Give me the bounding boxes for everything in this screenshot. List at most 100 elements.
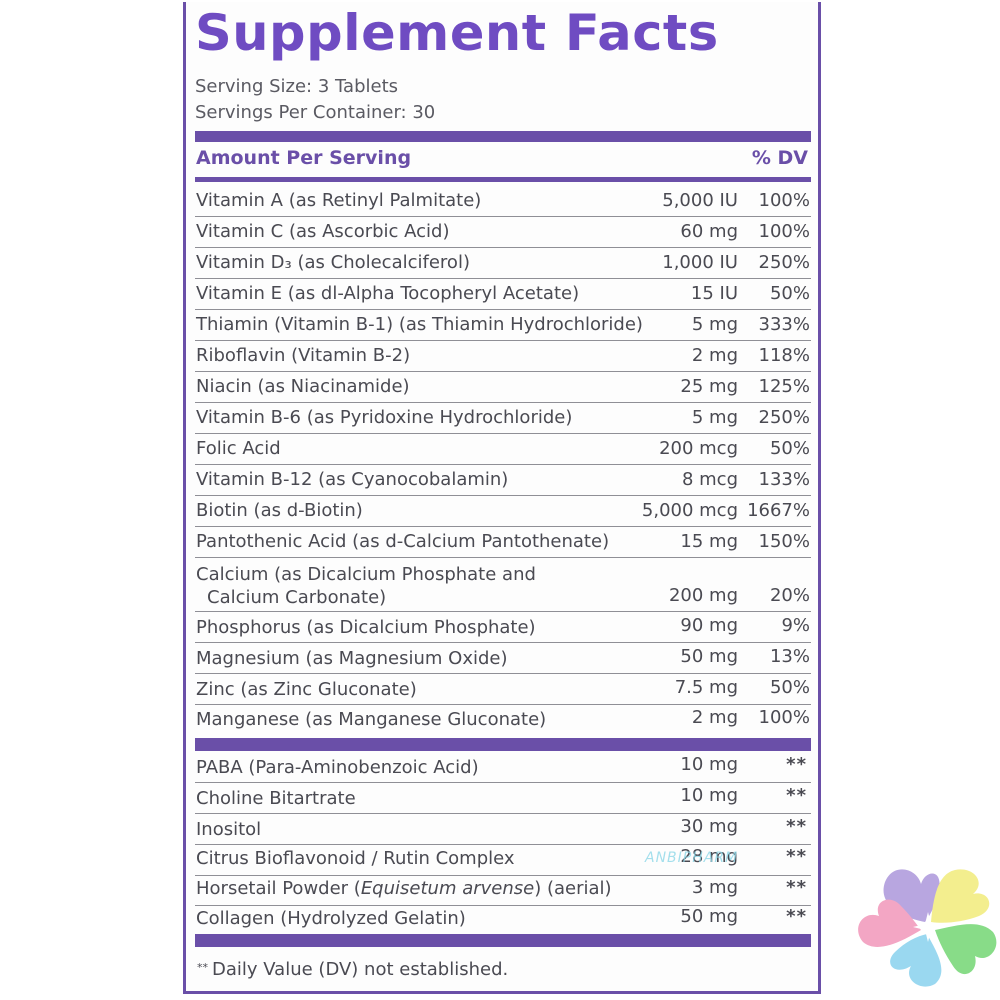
nutrient-amount: 7.5 mg bbox=[674, 677, 738, 698]
nutrient-dv: 50% bbox=[769, 438, 810, 459]
thick-divider-top bbox=[195, 131, 811, 142]
ingredient-row: Horsetail Powder (Equisetum arvense) (ae… bbox=[195, 876, 811, 906]
nutrient-amount: 2 mg bbox=[691, 345, 738, 366]
nutrient-row: Phosphorus (as Dicalcium Phosphate) 90 m… bbox=[195, 612, 811, 643]
ingredient-name-suffix: ) (aerial) bbox=[534, 878, 612, 899]
ingredient-amount: 10 mg bbox=[680, 754, 738, 775]
servings-per-container: Servings Per Container: 30 bbox=[195, 102, 436, 123]
nutrient-name: Magnesium (as Magnesium Oxide) bbox=[196, 648, 508, 669]
nutrient-row: Vitamin A (as Retinyl Palmitate) 5,000 I… bbox=[195, 186, 811, 217]
panel-title: Supplement Facts bbox=[195, 4, 719, 62]
nutrient-dv: 13% bbox=[769, 646, 810, 667]
supplement-facts-panel bbox=[183, 2, 821, 994]
nutrient-row: Vitamin B-6 (as Pyridoxine Hydrochloride… bbox=[195, 403, 811, 434]
nutrient-row: Manganese (as Manganese Gluconate) 2 mg … bbox=[195, 705, 811, 736]
serving-size: Serving Size: 3 Tablets bbox=[195, 76, 399, 97]
ingredient-amount: 3 mg bbox=[691, 877, 738, 898]
nutrient-name: Niacin (as Niacinamide) bbox=[196, 376, 410, 397]
dv-heading: % DV bbox=[751, 147, 808, 169]
ingredient-amount: 10 mg bbox=[680, 785, 738, 806]
nutrient-dv: 100% bbox=[758, 707, 810, 728]
thick-divider-bottom bbox=[195, 934, 811, 947]
nutrient-name: Riboflavin (Vitamin B-2) bbox=[196, 345, 411, 366]
nutrient-name: Vitamin B-12 (as Cyanocobalamin) bbox=[196, 469, 509, 490]
ingredient-row: Choline Bitartrate 10 mg ** bbox=[195, 783, 811, 814]
nutrient-row: Pantothenic Acid (as d-Calcium Pantothen… bbox=[195, 527, 811, 558]
ingredient-name: Collagen (Hydrolyzed Gelatin) bbox=[196, 908, 466, 929]
ingredient-name: PABA (Para-Aminobenzoic Acid) bbox=[196, 757, 479, 778]
nutrient-name: Manganese (as Manganese Gluconate) bbox=[196, 709, 547, 730]
ingredient-name: Citrus Bioflavonoid / Rutin Complex bbox=[196, 848, 515, 869]
nutrient-row: Magnesium (as Magnesium Oxide) 50 mg 13% bbox=[195, 643, 811, 674]
nutrient-dv: 118% bbox=[758, 345, 810, 366]
nutrient-row: Vitamin B-12 (as Cyanocobalamin) 8 mcg 1… bbox=[195, 465, 811, 496]
nutrient-amount: 25 mg bbox=[680, 376, 738, 397]
nutrient-row: Thiamin (Vitamin B-1) (as Thiamin Hydroc… bbox=[195, 310, 811, 341]
nutrient-dv: 100% bbox=[758, 221, 810, 242]
nutrient-amount: 5,000 IU bbox=[662, 190, 738, 211]
nutrient-dv: 100% bbox=[758, 190, 810, 211]
ingredient-name-prefix: Horsetail Powder ( bbox=[196, 878, 361, 899]
nutrient-dv: 250% bbox=[758, 407, 810, 428]
ingredient-dv: ** bbox=[786, 906, 807, 927]
nutrient-dv: 150% bbox=[758, 531, 810, 552]
nutrient-amount: 50 mg bbox=[680, 646, 738, 667]
ingredient-dv: ** bbox=[786, 785, 807, 806]
nutrient-name: Phosphorus (as Dicalcium Phosphate) bbox=[196, 617, 536, 638]
nutrient-name: Vitamin A (as Retinyl Palmitate) bbox=[196, 190, 482, 211]
nutrient-dv: 333% bbox=[758, 314, 810, 335]
nutrient-amount: 1,000 IU bbox=[662, 252, 738, 273]
nutrient-name: Calcium (as Dicalcium Phosphate and bbox=[196, 564, 536, 585]
nutrient-dv: 50% bbox=[769, 677, 810, 698]
nutrient-name: Folic Acid bbox=[196, 438, 281, 459]
nutrient-name: Zinc (as Zinc Gluconate) bbox=[196, 679, 417, 700]
nutrient-dv: 250% bbox=[758, 252, 810, 273]
nutrient-dv: 133% bbox=[758, 469, 810, 490]
ingredient-row: Collagen (Hydrolyzed Gelatin) 50 mg ** bbox=[195, 906, 811, 935]
nutrient-dv: 20% bbox=[769, 585, 810, 606]
nutrient-amount: 5 mg bbox=[691, 314, 738, 335]
nutrient-dv: 50% bbox=[769, 283, 810, 304]
nutrient-name: Thiamin (Vitamin B-1) (as Thiamin Hydroc… bbox=[196, 314, 643, 335]
nutrient-name: Pantothenic Acid (as d-Calcium Pantothen… bbox=[196, 531, 610, 552]
nutrient-amount: 200 mcg bbox=[659, 438, 738, 459]
nutrient-amount: 90 mg bbox=[680, 615, 738, 636]
ingredient-amount: 50 mg bbox=[680, 906, 738, 927]
nutrient-amount: 5,000 mcg bbox=[641, 500, 738, 521]
amount-per-serving-heading: Amount Per Serving bbox=[196, 147, 412, 169]
nutrient-row: Vitamin E (as dl-Alpha Tocopheryl Acetat… bbox=[195, 279, 811, 310]
nutrient-amount: 2 mg bbox=[691, 707, 738, 728]
flower-logo-icon bbox=[858, 869, 997, 987]
ingredient-name: Inositol bbox=[196, 819, 262, 840]
nutrient-amount: 8 mcg bbox=[681, 469, 738, 490]
divider-header bbox=[195, 177, 811, 182]
ingredient-latin-name: Equisetum arvense bbox=[360, 878, 535, 899]
nutrient-row: Zinc (as Zinc Gluconate) 7.5 mg 50% bbox=[195, 674, 811, 705]
ingredient-row: Citrus Bioflavonoid / Rutin Complex 28 m… bbox=[195, 845, 811, 876]
footnote-text: Daily Value (DV) not established. bbox=[212, 959, 509, 980]
ingredient-dv: ** bbox=[786, 877, 807, 898]
nutrient-dv: 1667% bbox=[747, 500, 810, 521]
ingredient-name: Horsetail Powder (Equisetum arvense) (ae… bbox=[196, 878, 612, 899]
nutrient-amount: 15 IU bbox=[690, 283, 738, 304]
nutrient-name-continued: Calcium Carbonate) bbox=[207, 587, 387, 608]
nutrient-dv: 125% bbox=[758, 376, 810, 397]
ingredient-amount: 30 mg bbox=[680, 816, 738, 837]
nutrient-row: Folic Acid 200 mcg 50% bbox=[195, 434, 811, 465]
ingredient-dv: ** bbox=[786, 816, 807, 837]
nutrient-row: Niacin (as Niacinamide) 25 mg 125% bbox=[195, 372, 811, 403]
nutrient-name: Vitamin C (as Ascorbic Acid) bbox=[196, 221, 450, 242]
footnote-marker: ** bbox=[197, 961, 208, 974]
flower-petals bbox=[858, 869, 997, 987]
nutrient-name: Biotin (as d-Biotin) bbox=[196, 500, 363, 521]
nutrient-row-calcium: Calcium (as Dicalcium Phosphate and Calc… bbox=[195, 558, 811, 612]
ingredient-row: Inositol 30 mg ** bbox=[195, 814, 811, 845]
nutrient-dv: 9% bbox=[781, 615, 810, 636]
footnote: ** Daily Value (DV) not established. bbox=[197, 959, 508, 980]
nutrient-amount: 15 mg bbox=[680, 531, 738, 552]
nutrient-amount: 5 mg bbox=[691, 407, 738, 428]
nutrient-row: Biotin (as d-Biotin) 5,000 mcg 1667% bbox=[195, 496, 811, 527]
nutrient-row: Riboflavin (Vitamin B-2) 2 mg 118% bbox=[195, 341, 811, 372]
watermark: ANBIPHARM bbox=[645, 850, 739, 866]
thick-divider-middle bbox=[195, 738, 811, 751]
